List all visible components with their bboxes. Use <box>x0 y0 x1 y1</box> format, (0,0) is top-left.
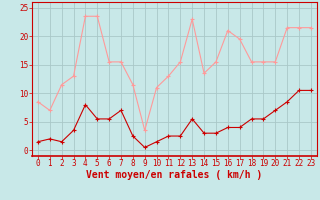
X-axis label: Vent moyen/en rafales ( km/h ): Vent moyen/en rafales ( km/h ) <box>86 170 262 180</box>
